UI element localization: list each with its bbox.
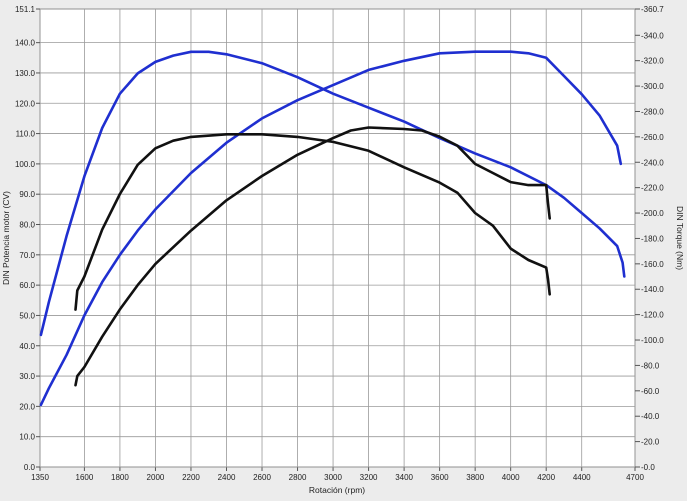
y2-tick-label: -160.0 xyxy=(641,260,664,269)
y-tick-label: 50.0 xyxy=(19,311,35,320)
y-tick-label: 0.0 xyxy=(24,463,36,472)
x-tick-label: 2800 xyxy=(289,473,307,482)
x-tick-label: 3400 xyxy=(395,473,413,482)
x-tick-label: 2400 xyxy=(218,473,236,482)
y2-tick-label: -360.7 xyxy=(641,5,664,14)
x-tick-label: 3200 xyxy=(360,473,378,482)
y2-tick-label: -180.0 xyxy=(641,234,664,243)
x-tick-label: 3600 xyxy=(431,473,449,482)
y2-tick-label: -200.0 xyxy=(641,209,664,218)
x-tick-label: 2200 xyxy=(182,473,200,482)
y2-tick-label: -220.0 xyxy=(641,184,664,193)
y2-tick-label: -100.0 xyxy=(641,336,664,345)
y-tick-label: 40.0 xyxy=(19,342,35,351)
y2-tick-label: -260.0 xyxy=(641,133,664,142)
y-tick-label: 151.1 xyxy=(15,5,36,14)
y-axis-title: DIN Potencia motor (CV) xyxy=(1,191,11,285)
right-axis-tick-labels: -0.0 -20.0 -40.0 -60.0 -80.0 -100.0 -120.0 -140… xyxy=(635,5,664,472)
y-tick-label: 10.0 xyxy=(19,433,35,442)
series-line xyxy=(39,50,626,337)
y-tick-label: 120.0 xyxy=(15,99,36,108)
y-tick-label: 110.0 xyxy=(16,130,36,139)
x-axis-title: Rotación (rpm) xyxy=(309,485,365,495)
y-tick-label: 30.0 xyxy=(19,372,35,381)
y-tick-label: 90.0 xyxy=(19,190,35,199)
x-tick-label: 3800 xyxy=(466,473,484,482)
y2-tick-label: -80.0 xyxy=(641,361,660,370)
plot-area xyxy=(39,8,636,468)
y2-axis-title: DIN Torque (Nm) xyxy=(675,206,685,270)
y2-tick-label: -340.0 xyxy=(641,31,664,40)
series-line xyxy=(39,50,623,407)
series-line xyxy=(74,126,552,387)
x-tick-label: 4700 xyxy=(626,473,644,482)
y-tick-label: 80.0 xyxy=(19,221,35,230)
y2-tick-label: -120.0 xyxy=(641,311,664,320)
y-tick-label: 70.0 xyxy=(19,251,35,260)
y-tick-label: 60.0 xyxy=(19,281,35,290)
y-tick-label: 100.0 xyxy=(15,160,36,169)
series-line xyxy=(74,133,552,311)
y2-tick-label: -300.0 xyxy=(641,82,664,91)
y2-tick-label: -0.0 xyxy=(641,463,655,472)
x-tick-label: 3000 xyxy=(324,473,342,482)
x-tick-label: 4200 xyxy=(537,473,555,482)
x-tick-label: 2600 xyxy=(253,473,271,482)
x-axis-tick-labels: 1350 1600 1800 2000 2200 2400 2600 2800 3000 3200… xyxy=(31,473,644,482)
y2-tick-label: -240.0 xyxy=(641,158,664,167)
y2-tick-label: -60.0 xyxy=(641,387,660,396)
x-tick-label: 1350 xyxy=(31,473,49,482)
x-tick-label: 2000 xyxy=(147,473,165,482)
data-series xyxy=(39,50,626,407)
y2-tick-label: -40.0 xyxy=(641,412,660,421)
y2-tick-label: -320.0 xyxy=(641,57,664,66)
y-tick-label: 140.0 xyxy=(15,39,36,48)
y2-tick-label: -140.0 xyxy=(641,285,664,294)
y-tick-label: 20.0 xyxy=(19,402,35,411)
left-axis-tick-labels: 0.0 10.0 20.0 30.0 40.0 50.0 60.0 70.0 80.0 90.0 1… xyxy=(15,5,36,472)
x-tick-label: 4000 xyxy=(502,473,520,482)
y-tick-label: 130.0 xyxy=(15,69,36,78)
y2-tick-label: -20.0 xyxy=(641,438,660,447)
y2-tick-label: -280.0 xyxy=(641,107,664,116)
x-tick-label: 1600 xyxy=(76,473,94,482)
x-tick-label: 4400 xyxy=(573,473,591,482)
x-tick-label: 1800 xyxy=(111,473,129,482)
